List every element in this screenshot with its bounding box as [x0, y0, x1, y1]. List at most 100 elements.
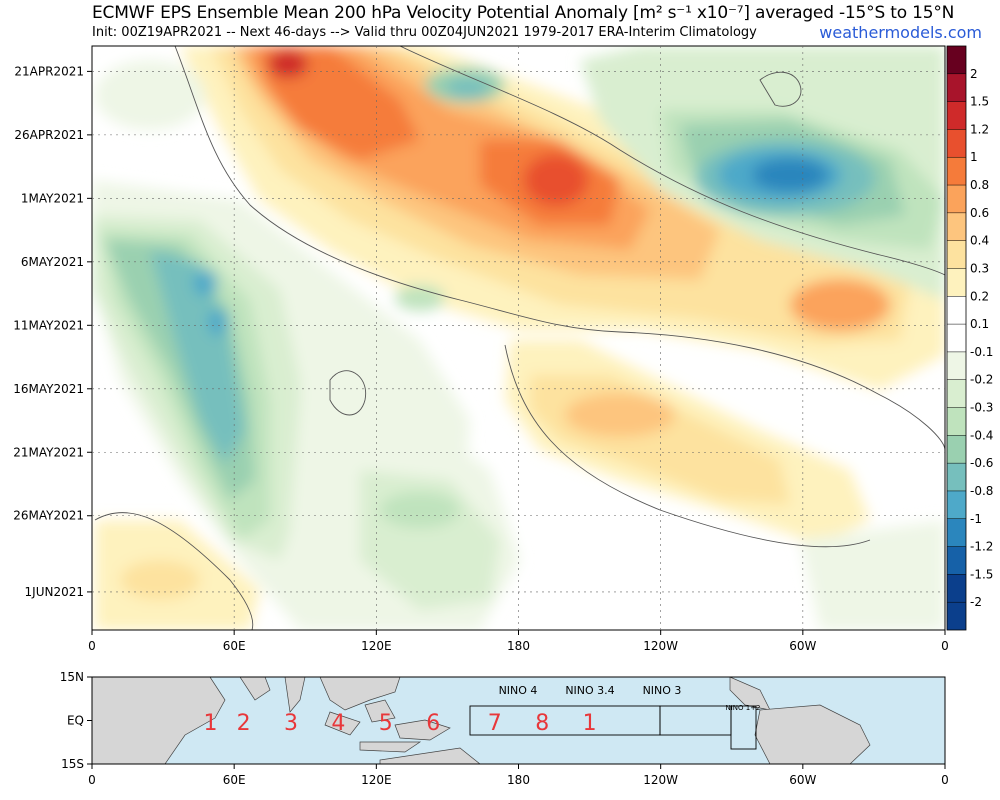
map-x-tick-label: 60W	[789, 773, 816, 787]
nino-label: NINO 3.4	[565, 684, 614, 697]
neg-top-small-core	[446, 78, 490, 98]
chart-subtitle: Init: 00Z19APR2021 -- Next 46-days --> V…	[92, 25, 757, 40]
nino-label: NINO 4	[499, 684, 538, 697]
y-tick-label: 16MAY2021	[13, 382, 84, 396]
y-tick-label: 1MAY2021	[21, 191, 84, 205]
colorbar-label: -0.1	[970, 345, 993, 359]
colorbar-label: -2	[970, 595, 982, 609]
colorbar-swatch	[947, 73, 966, 103]
x-tick-label: 180	[507, 639, 530, 653]
nino-label: NINO 3	[643, 684, 682, 697]
colorbar-swatch	[947, 602, 966, 630]
colorbar-swatch	[947, 379, 966, 409]
colorbar-label: 0.4	[970, 234, 989, 248]
mjo-phase-label: 2	[237, 711, 251, 736]
mjo-phase-label: 1	[203, 711, 217, 736]
colorbar-label: 0.3	[970, 261, 989, 275]
colorbar-label: -1	[970, 512, 982, 526]
colorbar-label: 0.6	[970, 206, 989, 220]
mjo-phase-label: 3	[284, 711, 298, 736]
map-x-tick-label: 60E	[223, 773, 246, 787]
neg-left-top	[95, 60, 205, 130]
map-x-tick-label: 0	[88, 773, 96, 787]
mjo-phase-label: 8	[535, 711, 549, 736]
anomaly-field	[92, 46, 945, 630]
colorbar-swatch	[947, 435, 966, 464]
colorbar-label: -0.3	[970, 401, 993, 415]
nino-labels: NINO 4 NINO 3.4 NINO 3 NINO 1+2	[499, 684, 761, 712]
mjo-phase-label: 7	[488, 711, 502, 736]
land-masses	[92, 677, 871, 764]
neg-atlantic-core	[752, 158, 828, 192]
colorbar-swatch	[947, 324, 966, 353]
x-tick-label: 120E	[361, 639, 392, 653]
x-axis: 0 60E 120E 180 120W 60W 0	[88, 630, 949, 653]
colorbar-label: -0.8	[970, 484, 993, 498]
y-tick-label: 11MAY2021	[13, 318, 84, 332]
x-tick-label: 60E	[223, 639, 246, 653]
colorbar-swatch	[947, 157, 966, 186]
nino-label: NINO 1+2	[725, 704, 760, 712]
map-x-tick-label: 180	[507, 773, 530, 787]
pos-core-east-indian	[268, 50, 308, 78]
mjo-phase-label: 1	[583, 711, 597, 736]
colorbar-label: 0.2	[970, 289, 989, 303]
y-tick-label: 21APR2021	[14, 64, 84, 78]
colorbar-frame	[946, 45, 967, 631]
colorbar-swatch	[947, 101, 966, 130]
pos-core-central-pacific	[524, 154, 588, 206]
colorbar-label: -1.2	[970, 540, 993, 554]
y-tick-label: 1JUN2021	[25, 585, 84, 599]
colorbar-label: 0.8	[970, 178, 989, 192]
nino-boxes	[469, 705, 757, 750]
y-tick-label: 6MAY2021	[21, 255, 84, 269]
map-y-axis: 15N EQ 15S	[60, 670, 92, 771]
colorbar-swatch	[947, 46, 966, 75]
colorbar-swatch	[947, 268, 966, 297]
colorbar-swatch	[947, 296, 966, 325]
colorbar-swatch	[947, 212, 966, 242]
colorbar-label: 1.5	[970, 95, 989, 109]
mjo-phase-label: 6	[426, 711, 440, 736]
pos-south-america	[790, 279, 890, 331]
map-x-tick-label: 0	[941, 773, 949, 787]
neg-bottom-right	[800, 520, 945, 630]
map-x-axis: 0 60E 120E 180 120W 60W 0	[88, 764, 949, 787]
colorbar-swatch	[947, 185, 966, 214]
colorbar-label: 1.2	[970, 122, 989, 136]
y-axis: 21APR2021 26APR2021 1MAY2021 6MAY2021 11MAY2…	[13, 64, 92, 599]
pos-dateline-late-core	[565, 393, 675, 437]
map-y-tick-label: EQ	[67, 714, 84, 728]
x-tick-label: 120W	[643, 639, 678, 653]
colorbar-swatch	[947, 574, 966, 603]
colorbar-swatch	[947, 490, 966, 520]
y-tick-label: 26APR2021	[14, 128, 84, 142]
colorbar-swatch	[947, 240, 966, 269]
brand-link[interactable]: weathermodels.com	[819, 23, 982, 42]
colorbar-label: -1.5	[970, 567, 993, 581]
map-x-tick-label: 120W	[643, 773, 678, 787]
colorbar-swatch	[947, 546, 966, 575]
neg-small-green	[395, 285, 445, 311]
colorbar-label: 0.1	[970, 317, 989, 331]
colorbar-label: -0.6	[970, 456, 993, 470]
map-x-tick-label: 120E	[361, 773, 392, 787]
gridlines	[92, 46, 945, 630]
mjo-phase-label: 4	[331, 711, 345, 736]
neg-mc-core	[380, 492, 460, 528]
x-tick-label: 0	[941, 639, 949, 653]
neg-indian-05	[150, 250, 245, 465]
mjo-phase-label: 5	[379, 711, 393, 736]
x-tick-label: 60W	[789, 639, 816, 653]
colorbar-swatch	[947, 407, 966, 436]
colorbar-label: -0.2	[970, 373, 993, 387]
colorbar-label: 1	[970, 150, 978, 164]
x-tick-label: 0	[88, 639, 96, 653]
chart-title: ECMWF EPS Ensemble Mean 200 hPa Velocity…	[92, 3, 955, 23]
colorbar-swatch	[947, 129, 966, 158]
pos-lower-left-core	[120, 560, 200, 600]
neg-indian-core-a	[193, 270, 217, 296]
